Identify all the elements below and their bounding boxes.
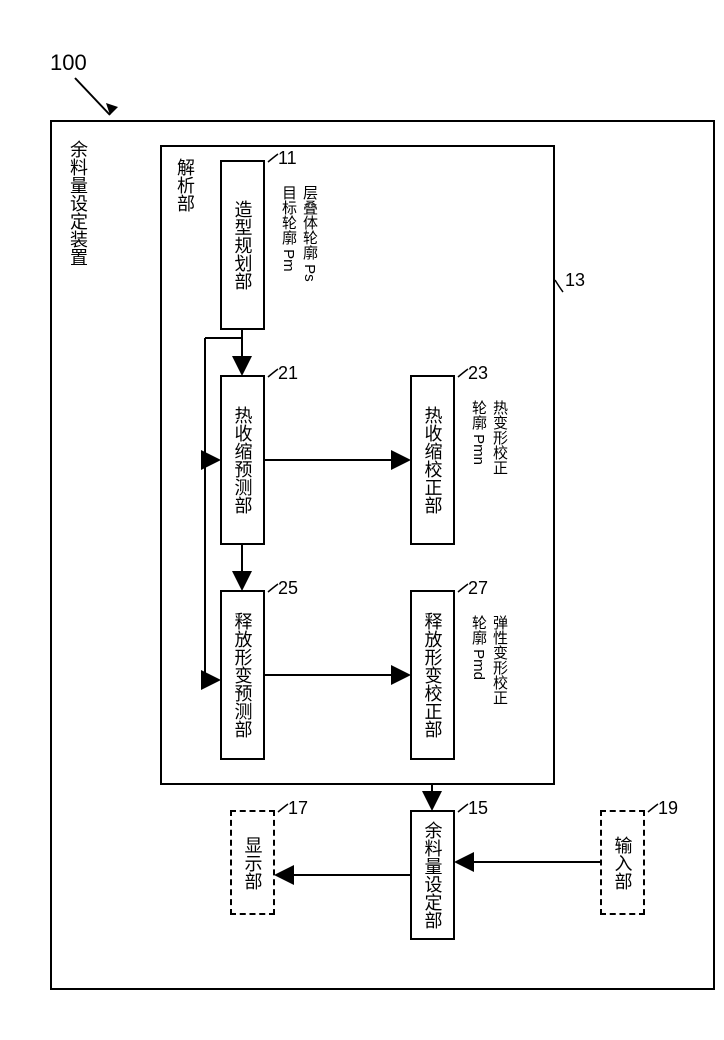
box-21: 热收缩预测部 bbox=[220, 375, 265, 545]
box-17-num: 17 bbox=[288, 798, 308, 819]
figure-number: 100 bbox=[50, 50, 87, 76]
box-23: 热收缩校正部 bbox=[410, 375, 455, 545]
box-25-label: 释放形变预测部 bbox=[230, 612, 256, 738]
box-27: 释放形变校正部 bbox=[410, 590, 455, 760]
sidelabel-ps-l1: 层叠体轮廓 Ps bbox=[301, 185, 318, 282]
box-19-label: 输入部 bbox=[610, 836, 636, 890]
box-25: 释放形变预测部 bbox=[220, 590, 265, 760]
box-plan-num: 11 bbox=[278, 148, 297, 169]
diagram-canvas: 100 余料量设定装置 解析部 13 造型规划部 11 热收缩预测部 21 热收… bbox=[20, 20, 724, 1020]
box-15-label: 余料量设定部 bbox=[420, 821, 446, 929]
box-plan-label: 造型规划部 bbox=[230, 200, 256, 290]
box-17-label: 显示部 bbox=[240, 836, 266, 890]
box-19: 输入部 bbox=[600, 810, 645, 915]
sidelabel-ps-l2: 目标轮廓 Pm bbox=[280, 185, 297, 272]
box-15-num: 15 bbox=[468, 798, 488, 819]
sidelabel-pmn-l1: 热变形校正 bbox=[491, 400, 508, 475]
analysis-frame-num: 13 bbox=[565, 270, 585, 291]
sidelabel-pmn-l2: 轮廓 Pmn bbox=[470, 400, 487, 465]
sidelabel-pmd: 弹性变形校正 轮廓 Pmd bbox=[468, 615, 510, 705]
box-plan: 造型规划部 bbox=[220, 160, 265, 330]
sidelabel-pmd-l2: 轮廓 Pmd bbox=[470, 615, 487, 680]
box-21-label: 热收缩预测部 bbox=[230, 406, 256, 514]
sidelabel-pmd-l1: 弹性变形校正 bbox=[491, 615, 508, 705]
box-21-num: 21 bbox=[278, 363, 298, 384]
analysis-frame-title: 解析部 bbox=[172, 158, 198, 212]
box-25-num: 25 bbox=[278, 578, 298, 599]
box-23-label: 热收缩校正部 bbox=[420, 406, 446, 514]
box-27-num: 27 bbox=[468, 578, 488, 599]
box-27-label: 释放形变校正部 bbox=[420, 612, 446, 738]
box-17: 显示部 bbox=[230, 810, 275, 915]
box-19-num: 19 bbox=[658, 798, 678, 819]
outer-frame-title: 余料量设定装置 bbox=[65, 140, 91, 266]
box-15: 余料量设定部 bbox=[410, 810, 455, 940]
box-23-num: 23 bbox=[468, 363, 488, 384]
sidelabel-ps: 层叠体轮廓 Ps 目标轮廓 Pm bbox=[278, 185, 320, 282]
sidelabel-pmn: 热变形校正 轮廓 Pmn bbox=[468, 400, 510, 475]
